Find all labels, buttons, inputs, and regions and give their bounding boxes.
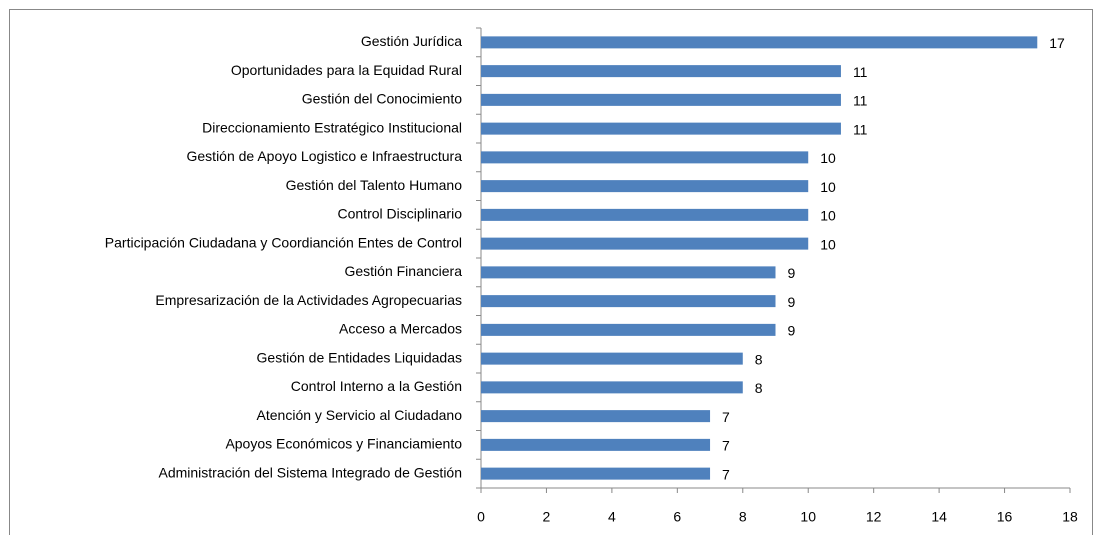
bar [481, 65, 841, 78]
x-tick-label: 2 [543, 509, 551, 525]
x-tick-label: 10 [800, 509, 816, 525]
bar [481, 467, 711, 480]
data-label: 11 [853, 64, 868, 80]
bar [481, 208, 809, 221]
data-label: 11 [853, 121, 868, 137]
data-label: 8 [755, 351, 763, 367]
data-label: 9 [788, 294, 796, 310]
x-tick-label: 0 [477, 509, 485, 525]
data-label: 11 [853, 93, 868, 109]
y-tick-label: Gestión Jurídica [361, 33, 462, 49]
data-label: 7 [722, 409, 730, 425]
y-tick-label: Acceso a Mercados [339, 321, 462, 337]
y-tick-label: Empresarización de la Actividades Agrope… [155, 292, 462, 308]
data-label: 7 [722, 438, 730, 454]
bar [481, 36, 1038, 49]
y-tick-label: Administración del Sistema Integrado de … [159, 464, 463, 480]
bar [481, 323, 776, 336]
data-label: 10 [820, 179, 836, 195]
y-tick-label: Participación Ciudadana y Coordianción E… [105, 234, 462, 250]
bar [481, 151, 809, 164]
bar [481, 180, 809, 193]
y-tick-label: Gestión Financiera [344, 263, 462, 279]
y-tick-label: Gestión de Apoyo Logistico e Infraestruc… [187, 148, 463, 164]
bar [481, 381, 743, 394]
x-tick-label: 16 [997, 509, 1013, 525]
y-tick-label: Oportunidades para la Equidad Rural [231, 62, 462, 78]
data-label: 9 [788, 323, 796, 339]
y-tick-label: Atención y Servicio al Ciudadano [257, 407, 463, 423]
bar [481, 438, 711, 451]
y-tick-label: Control Interno a la Gestión [291, 378, 462, 394]
data-label: 17 [1049, 35, 1065, 51]
y-tick-label: Control Disciplinario [338, 206, 463, 222]
x-tick-label: 8 [739, 509, 747, 525]
bar [481, 237, 809, 250]
bar [481, 352, 743, 365]
x-tick-label: 18 [1062, 509, 1078, 525]
y-tick-label: Gestión del Talento Humano [286, 177, 463, 193]
y-tick-label: Direccionamiento Estratégico Institucion… [202, 119, 462, 135]
data-label: 9 [788, 265, 796, 281]
x-tick-label: 12 [866, 509, 882, 525]
y-tick-label: Gestión de Entidades Liquidadas [257, 349, 462, 365]
data-label: 7 [722, 466, 730, 482]
bar [481, 93, 841, 106]
data-label: 10 [820, 208, 836, 224]
data-label: 10 [820, 150, 836, 166]
x-tick-label: 4 [608, 509, 616, 525]
y-tick-label: Gestión del Conocimiento [302, 91, 463, 107]
y-tick-label: Apoyos Económicos y Financiamiento [225, 436, 462, 452]
x-tick-label: 6 [673, 509, 681, 525]
bar [481, 295, 776, 308]
bar [481, 122, 841, 135]
bar [481, 266, 776, 279]
x-tick-label: 14 [931, 509, 947, 525]
bar [481, 410, 711, 423]
chart-border [9, 9, 1093, 540]
data-label: 10 [820, 236, 836, 252]
data-label: 8 [755, 380, 763, 396]
